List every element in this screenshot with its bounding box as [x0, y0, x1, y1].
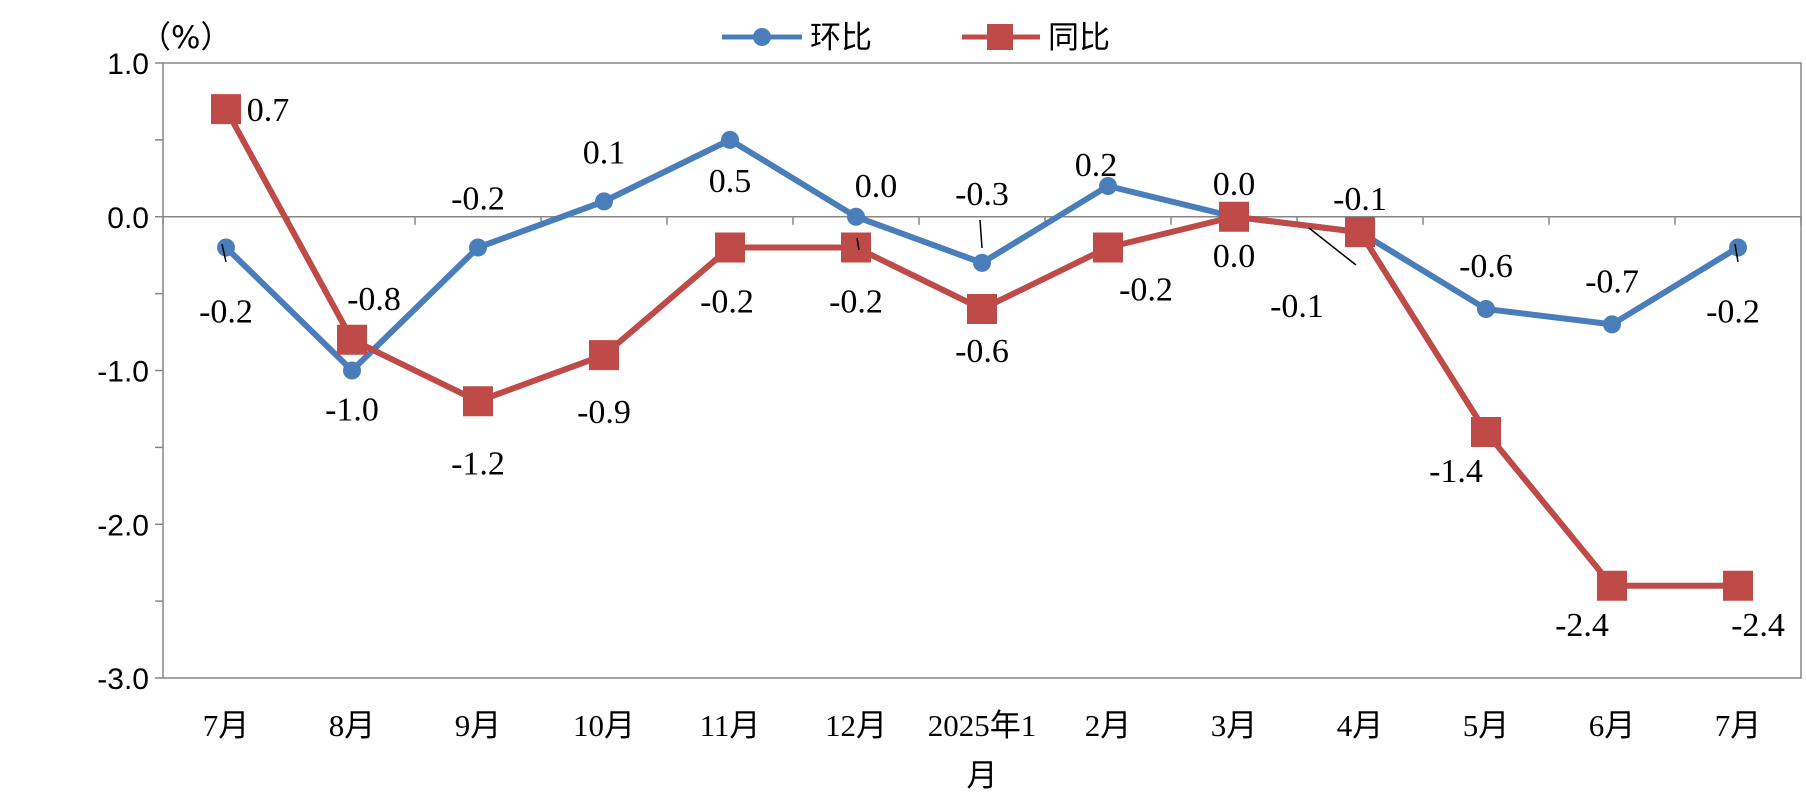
- plot-area: 1.0 0.0 -1.0 -2.0 -3.0 7月 8月 9月 10月 11月 12月 2025年1 月…: [97, 48, 1802, 793]
- legend-label-mom: 环比: [810, 20, 872, 56]
- label-leader-line: [979, 219, 983, 249]
- data-point-yoy: [715, 232, 745, 263]
- x-axis-tick-label: 8月: [329, 708, 376, 743]
- data-label-yoy: 0.0: [1213, 238, 1256, 275]
- data-point-mom: [217, 238, 235, 257]
- data-label-mom: -0.2: [451, 181, 505, 218]
- data-point-yoy: [589, 340, 619, 371]
- data-point-mom: [973, 253, 991, 272]
- x-axis-tick-label: 4月: [1337, 708, 1384, 743]
- y-axis-tick-label: -1.0: [97, 356, 149, 389]
- data-point-yoy: [1345, 217, 1375, 248]
- data-label-yoy: -0.9: [577, 394, 631, 431]
- x-axis-tick-label: 5月: [1463, 708, 1510, 743]
- legend-item-yoy: 同比: [962, 20, 1110, 56]
- data-label-yoy: 0.7: [247, 92, 290, 129]
- x-axis-tick-label: 10月: [573, 708, 635, 743]
- data-label-mom: 0.1: [583, 134, 626, 171]
- data-point-mom: [595, 192, 613, 211]
- data-label-yoy: -0.2: [829, 284, 883, 321]
- data-point-mom: [469, 238, 487, 257]
- data-label-yoy: -2.4: [1731, 607, 1785, 644]
- label-leader-line: [1734, 243, 1739, 263]
- x-axis-tick-label: 11月: [700, 708, 761, 743]
- data-point-yoy: [967, 294, 997, 324]
- legend-marker-yoy: [987, 24, 1013, 50]
- x-axis-tick-label: 6月: [1589, 708, 1636, 743]
- x-axis-tick-label: 12月: [825, 708, 887, 743]
- data-label-yoy: -2.4: [1555, 607, 1609, 644]
- data-label-mom: 0.2: [1075, 147, 1118, 184]
- data-label-mom: -0.2: [199, 294, 253, 331]
- x-axis-tick-label-wrap: 月: [967, 758, 998, 793]
- x-axis-tick-label: 3月: [1211, 708, 1258, 743]
- x-axis-tick-label: 9月: [455, 708, 502, 743]
- data-point-yoy: [1597, 570, 1627, 601]
- data-point-mom: [847, 207, 865, 226]
- label-leader-line: [1308, 227, 1357, 266]
- x-axis-tick-label: 2025年1: [928, 708, 1037, 743]
- data-point-yoy: [463, 386, 493, 417]
- data-label-mom: 0.5: [709, 163, 752, 200]
- y-axis-tick-label: -2.0: [97, 509, 149, 542]
- data-label-yoy: -1.4: [1429, 453, 1483, 490]
- legend-label-yoy: 同比: [1048, 20, 1110, 56]
- data-point-yoy: [1471, 417, 1501, 447]
- data-point-mom: [1477, 300, 1495, 318]
- data-label-mom: -0.7: [1585, 263, 1639, 300]
- y-axis-tick-label: -3.0: [97, 663, 149, 696]
- legend-marker-mom: [753, 28, 771, 46]
- data-point-yoy: [1723, 570, 1753, 601]
- y-axis-unit-label: （%）: [140, 20, 231, 56]
- data-label-mom: -0.1: [1333, 181, 1387, 218]
- data-label-mom: -0.3: [955, 176, 1009, 213]
- data-label-yoy: -0.2: [1119, 272, 1173, 309]
- legend: 环比 同比: [722, 20, 1110, 56]
- data-label-mom: 0.0: [1213, 166, 1256, 203]
- data-label-mom: -0.6: [1459, 248, 1513, 285]
- data-label-mom: 0.0: [855, 168, 898, 205]
- data-label-mom: -1.0: [325, 392, 379, 429]
- x-axis-tick-label: 7月: [203, 708, 250, 743]
- legend-item-mom: 环比: [722, 20, 872, 56]
- data-point-mom: [1729, 238, 1747, 257]
- data-label-yoy: -0.8: [347, 281, 401, 318]
- data-point-yoy: [1093, 232, 1123, 263]
- x-axis-tick-label: 7月: [1715, 708, 1762, 743]
- data-label-mom: -0.2: [1706, 294, 1760, 331]
- data-label-yoy: -0.1: [1270, 288, 1324, 325]
- data-point-mom: [1099, 177, 1117, 195]
- y-axis-tick-label: 1.0: [107, 48, 149, 81]
- data-point-mom: [1603, 315, 1621, 334]
- data-point-yoy: [337, 324, 367, 355]
- data-label-yoy: -0.2: [700, 284, 754, 321]
- data-point-yoy: [1219, 201, 1249, 232]
- data-point-mom: [721, 130, 739, 149]
- data-point-yoy: [841, 232, 871, 263]
- data-label-yoy: -0.6: [955, 333, 1009, 370]
- label-leader-line: [221, 243, 227, 263]
- data-point-yoy: [211, 94, 241, 125]
- data-point-mom: [343, 361, 361, 380]
- x-axis-tick-label: 2月: [1085, 708, 1132, 743]
- data-label-yoy: -1.2: [451, 445, 505, 482]
- y-axis-tick-label: 0.0: [107, 202, 149, 235]
- label-leader-line: [856, 237, 860, 251]
